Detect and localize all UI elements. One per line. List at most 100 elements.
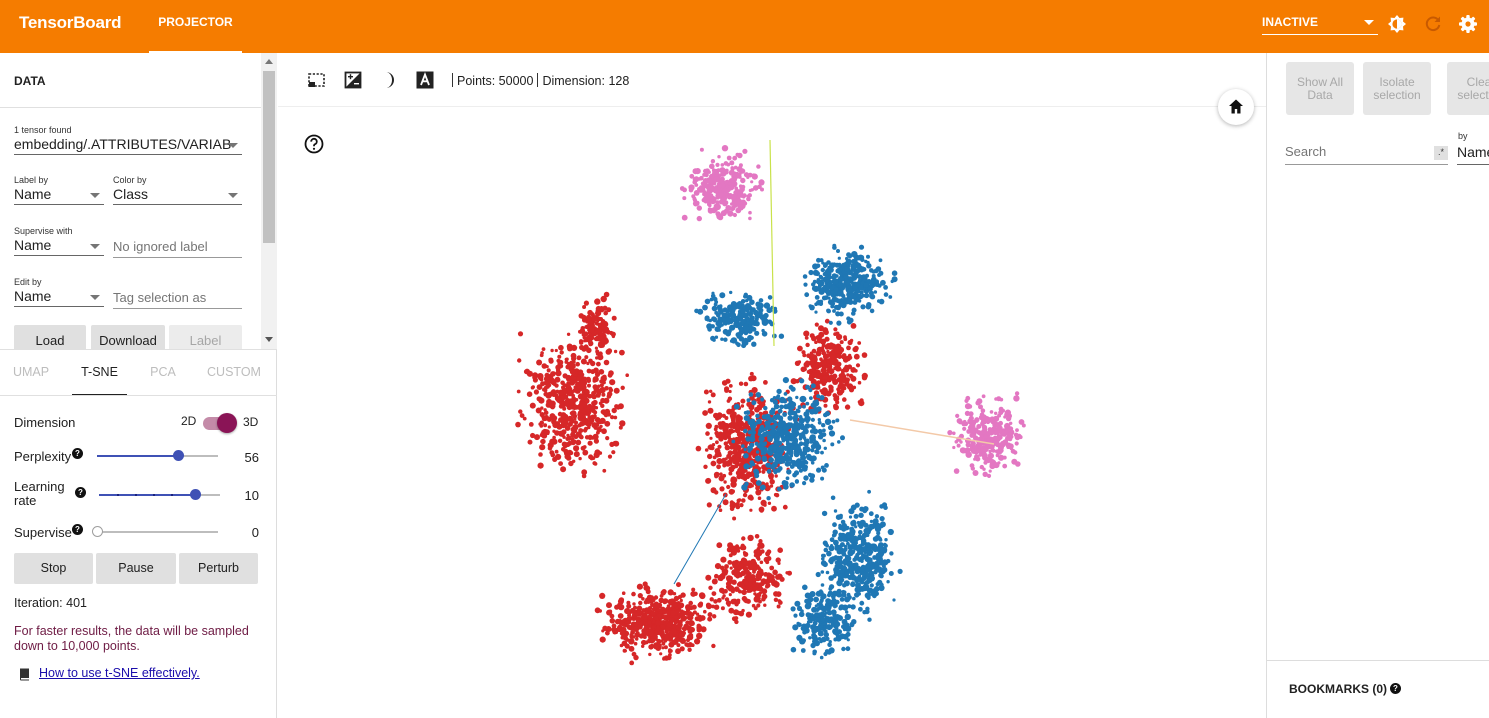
embedding-point[interactable] <box>760 424 765 429</box>
embedding-point[interactable] <box>517 358 522 363</box>
embedding-point[interactable] <box>854 502 860 508</box>
embedding-point[interactable] <box>844 596 851 603</box>
embedding-point[interactable] <box>760 499 767 506</box>
embedding-point[interactable] <box>582 428 588 433</box>
embedding-point[interactable] <box>856 520 861 525</box>
embedding-point[interactable] <box>735 207 742 214</box>
embedding-point[interactable] <box>831 419 836 424</box>
embedding-point[interactable] <box>788 432 794 438</box>
embedding-point[interactable] <box>744 481 749 487</box>
embedding-point[interactable] <box>852 299 858 305</box>
embedding-point[interactable] <box>661 646 665 650</box>
embedding-point[interactable] <box>599 592 606 599</box>
embedding-point[interactable] <box>611 334 616 339</box>
embedding-point[interactable] <box>845 256 849 261</box>
embedding-point[interactable] <box>867 617 872 622</box>
embedding-point[interactable] <box>600 403 605 408</box>
embedding-point[interactable] <box>856 557 862 562</box>
embedding-point[interactable] <box>738 573 743 578</box>
embedding-point[interactable] <box>828 352 832 356</box>
embedding-point[interactable] <box>808 387 813 393</box>
embedding-point[interactable] <box>755 392 762 398</box>
embedding-point[interactable] <box>824 463 829 468</box>
embedding-point[interactable] <box>861 375 868 381</box>
embedding-point[interactable] <box>668 653 672 657</box>
embedding-point[interactable] <box>787 415 793 421</box>
embedding-point[interactable] <box>566 388 572 393</box>
embedding-point[interactable] <box>820 372 824 376</box>
embedding-point[interactable] <box>554 449 559 454</box>
embedding-point[interactable] <box>667 617 672 621</box>
embedding-point[interactable] <box>530 432 536 439</box>
embedding-point[interactable] <box>981 394 986 399</box>
embedding-point[interactable] <box>815 335 820 340</box>
embedding-point[interactable] <box>665 609 672 616</box>
embedding-point[interactable] <box>763 603 767 607</box>
embedding-point[interactable] <box>999 397 1004 402</box>
embedding-point[interactable] <box>727 396 733 401</box>
embedding-point[interactable] <box>732 200 738 206</box>
embedding-point[interactable] <box>722 426 729 433</box>
embedding-point[interactable] <box>838 382 846 390</box>
embedding-point[interactable] <box>823 629 828 634</box>
embedding-point[interactable] <box>814 637 819 641</box>
embedding-point[interactable] <box>694 183 699 187</box>
embedding-point[interactable] <box>815 350 822 357</box>
embedding-point[interactable] <box>803 361 810 368</box>
embedding-point[interactable] <box>641 608 646 613</box>
embedding-point[interactable] <box>782 377 789 384</box>
embedding-point[interactable] <box>793 439 798 444</box>
embedding-point[interactable] <box>653 603 660 610</box>
embedding-point[interactable] <box>766 576 772 581</box>
embedding-point[interactable] <box>1013 395 1020 402</box>
embedding-point[interactable] <box>743 447 747 452</box>
embedding-point[interactable] <box>738 175 742 179</box>
embedding-point[interactable] <box>734 619 739 625</box>
embedding-point[interactable] <box>626 603 632 609</box>
embedding-point[interactable] <box>814 612 819 617</box>
embedding-point[interactable] <box>776 446 783 453</box>
embedding-point[interactable] <box>577 393 585 400</box>
embedding-point[interactable] <box>709 163 715 170</box>
embedding-point[interactable] <box>561 447 566 452</box>
embedding-point[interactable] <box>702 304 708 311</box>
embedding-point[interactable] <box>866 260 870 265</box>
embedding-point[interactable] <box>814 340 818 344</box>
embedding-point[interactable] <box>653 615 659 621</box>
brightness-icon[interactable] <box>1387 14 1407 34</box>
embedding-point[interactable] <box>569 368 573 372</box>
embedding-point[interactable] <box>733 451 737 455</box>
embedding-point[interactable] <box>723 441 728 446</box>
embedding-point[interactable] <box>710 487 717 494</box>
embedding-point[interactable] <box>838 379 843 384</box>
embedding-point[interactable] <box>722 568 729 575</box>
embedding-point[interactable] <box>754 330 760 336</box>
embedding-point[interactable] <box>648 609 652 613</box>
embedding-point[interactable] <box>720 606 725 611</box>
embedding-point[interactable] <box>759 314 765 320</box>
regex-toggle-button[interactable]: .* <box>1434 146 1448 160</box>
embedding-point[interactable] <box>587 418 594 425</box>
embedding-point[interactable] <box>742 551 747 555</box>
embedding-point[interactable] <box>711 305 718 312</box>
embedding-point[interactable] <box>881 566 888 573</box>
embedding-point[interactable] <box>729 445 734 450</box>
perplexity-slider-knob[interactable] <box>173 450 185 461</box>
embedding-point[interactable] <box>603 328 608 334</box>
embedding-point[interactable] <box>659 652 663 656</box>
embedding-point[interactable] <box>983 446 989 453</box>
embedding-point[interactable] <box>724 386 730 392</box>
embedding-point[interactable] <box>1014 391 1020 396</box>
embedding-point[interactable] <box>875 556 881 562</box>
embedding-point[interactable] <box>727 210 734 217</box>
embedding-point[interactable] <box>586 368 592 374</box>
embedding-point[interactable] <box>839 577 845 583</box>
embedding-point[interactable] <box>858 278 862 282</box>
embedding-point[interactable] <box>578 380 584 386</box>
embedding-point[interactable] <box>702 190 707 195</box>
embedding-point[interactable] <box>587 440 593 446</box>
refresh-icon[interactable] <box>1423 14 1443 34</box>
embedding-point[interactable] <box>516 389 521 394</box>
embedding-point[interactable] <box>581 417 586 422</box>
embedding-point[interactable] <box>566 376 571 381</box>
